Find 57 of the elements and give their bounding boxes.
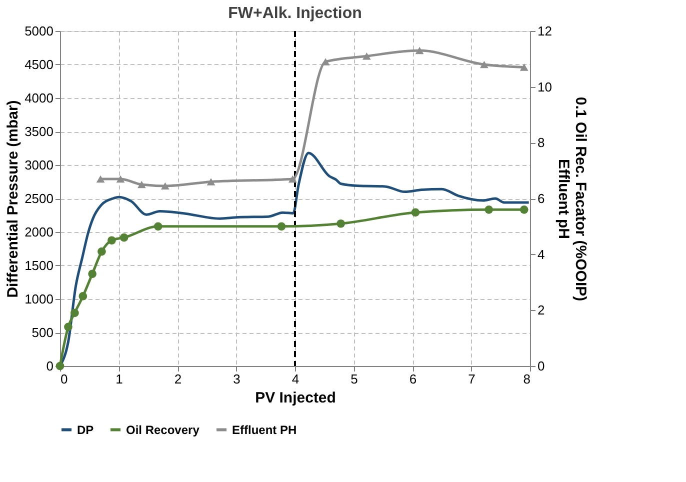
y-tick-label: 4000 [24, 90, 54, 106]
y-tick-label: 500 [32, 325, 54, 340]
y2-tick-label: 0 [538, 358, 545, 374]
point [336, 219, 346, 228]
y-tick-label: 5000 [24, 24, 54, 38]
y2-tick-label: 2 [538, 302, 545, 318]
chart-title: FW+Alk. Injection [228, 5, 362, 22]
point [137, 180, 146, 188]
point [484, 205, 494, 214]
point [88, 270, 96, 278]
legend-label: Effluent PH [232, 422, 297, 437]
point [116, 175, 125, 183]
point [520, 205, 528, 214]
point [160, 182, 170, 190]
point [108, 236, 116, 245]
x-tick-label: 2 [174, 372, 182, 386]
x-tick-label: 1 [116, 372, 123, 386]
y2-axis-title: 0.1 Oil Rec. Facator (%OOIP) Effluent pH [554, 96, 589, 302]
y-tick-label: 3000 [24, 158, 54, 172]
y2-tick-label: 8 [538, 135, 545, 150]
x-tick-label: 0 [60, 372, 68, 386]
x-axis-title: PV Injected [255, 390, 336, 406]
y2-tick-label: 10 [538, 79, 552, 94]
point [411, 208, 420, 217]
x-tick-label: 6 [409, 372, 417, 386]
point [64, 322, 72, 332]
y2-tick-label: 12 [538, 24, 552, 38]
point [98, 247, 106, 256]
y-tick-label: 1500 [24, 258, 54, 273]
x-tick-label: 4 [292, 372, 300, 386]
x-tick-label: 8 [523, 372, 530, 386]
y2-tick-label: 4 [538, 246, 545, 262]
legend-label: DP [77, 422, 94, 437]
x-tick-label: 7 [468, 372, 476, 386]
y-tick-label: 4500 [24, 57, 54, 72]
y-tick-label: 1000 [24, 292, 54, 306]
x-tick-label: 5 [350, 372, 358, 386]
legend-label: Oil Recovery [126, 422, 200, 437]
y-tick-label: 0 [46, 358, 54, 374]
point [70, 308, 79, 318]
y-tick-label: 3500 [24, 124, 54, 139]
y-axis-title: Differential Pressure (mbar) [4, 100, 22, 298]
x-tick-label: 3 [233, 372, 240, 386]
point [78, 292, 88, 300]
point [120, 233, 128, 242]
point [415, 46, 424, 54]
point [480, 60, 488, 68]
point [96, 175, 105, 183]
point [288, 175, 297, 183]
y2-tick-label: 6 [538, 191, 545, 206]
point [154, 222, 162, 231]
point [277, 222, 286, 231]
point [206, 178, 216, 186]
point [520, 64, 528, 71]
point [362, 52, 371, 60]
y-tick-label: 2500 [24, 191, 54, 206]
y-tick-label: 2000 [24, 224, 54, 240]
